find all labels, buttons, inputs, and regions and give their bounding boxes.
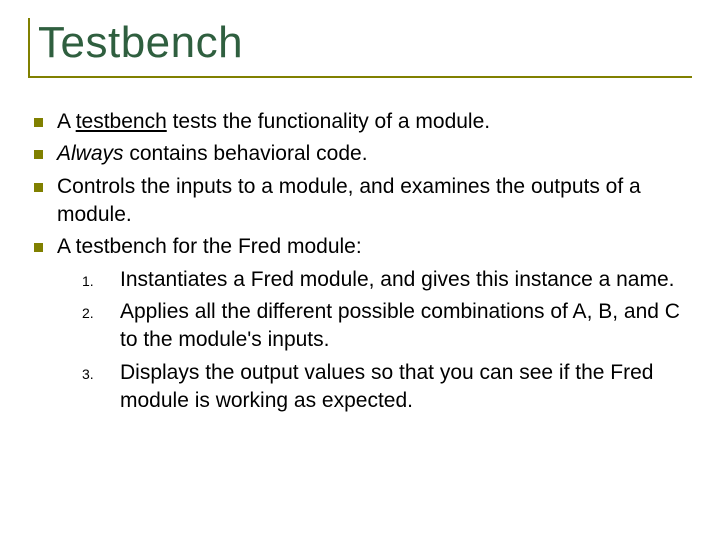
- bullet-text: A testbench tests the functionality of a…: [57, 108, 490, 136]
- numbered-item: 2. Applies all the different possible co…: [82, 298, 692, 355]
- bullet-text: Always contains behavioral code.: [57, 140, 368, 168]
- numbered-text: Instantiates a Fred module, and gives th…: [120, 266, 674, 294]
- bullet-text: A testbench for the Fred module:: [57, 233, 362, 261]
- bullet-text: Controls the inputs to a module, and exa…: [57, 173, 692, 230]
- number-marker: 1.: [82, 272, 120, 291]
- bullet-icon: [34, 118, 43, 127]
- slide-content: A testbench tests the functionality of a…: [28, 108, 692, 415]
- numbered-item: 3. Displays the output values so that yo…: [82, 359, 692, 416]
- title-container: Testbench: [28, 18, 692, 78]
- numbered-text: Displays the output values so that you c…: [120, 359, 692, 416]
- bullet-item: A testbench for the Fred module:: [34, 233, 692, 261]
- numbered-text: Applies all the different possible combi…: [120, 298, 692, 355]
- text-fragment: tests the functionality of a module.: [167, 110, 490, 133]
- bullet-item: A testbench tests the functionality of a…: [34, 108, 692, 136]
- numbered-list: 1. Instantiates a Fred module, and gives…: [82, 266, 692, 416]
- slide: Testbench A testbench tests the function…: [0, 0, 720, 540]
- underlined-text: testbench: [76, 110, 167, 133]
- bullet-icon: [34, 183, 43, 192]
- text-fragment: contains behavioral code.: [124, 142, 368, 165]
- italic-text: Always: [57, 142, 124, 165]
- slide-title: Testbench: [38, 18, 692, 68]
- number-marker: 3.: [82, 365, 120, 384]
- text-fragment: A: [57, 110, 76, 133]
- bullet-item: Always contains behavioral code.: [34, 140, 692, 168]
- bullet-item: Controls the inputs to a module, and exa…: [34, 173, 692, 230]
- bullet-icon: [34, 243, 43, 252]
- number-marker: 2.: [82, 304, 120, 323]
- bullet-icon: [34, 150, 43, 159]
- numbered-item: 1. Instantiates a Fred module, and gives…: [82, 266, 692, 294]
